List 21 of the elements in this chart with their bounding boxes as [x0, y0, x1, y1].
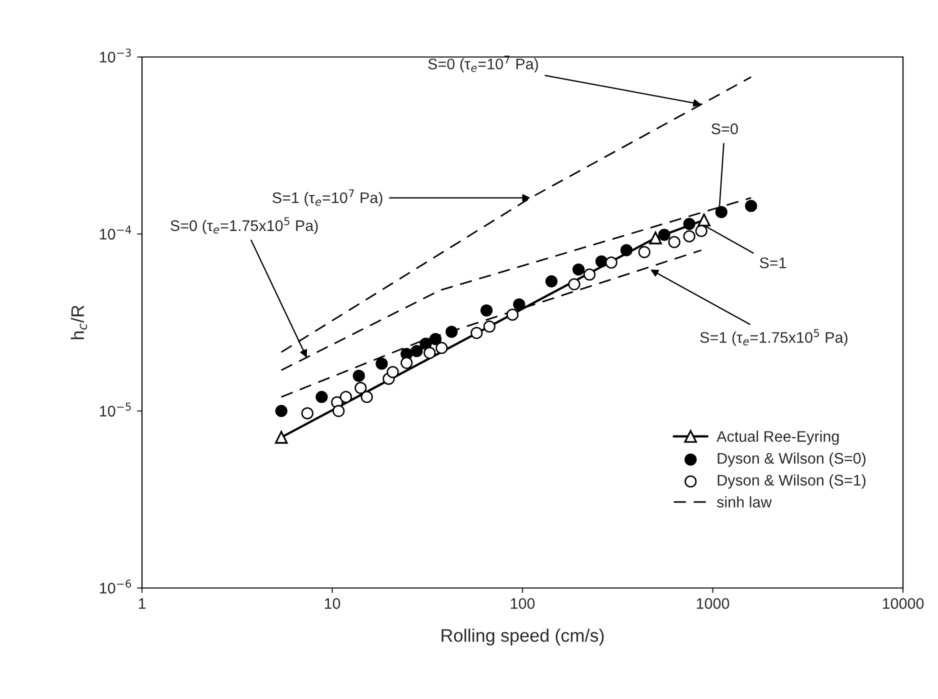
annotation: S=1: [760, 257, 786, 268]
x-tick-label: 10: [324, 598, 340, 609]
annotation: S=0 (τ$_{e}$=10$^{7}$ Pa): [428, 56, 538, 72]
x-tick-label: 100: [510, 598, 535, 609]
legend-label: Dyson & Wilson (S=0): [718, 452, 866, 467]
x-tick-label: 1000: [696, 598, 730, 609]
annotation: S=0: [712, 123, 738, 134]
legend-label: sinh law: [716, 496, 772, 508]
y-tick-label: 10$^{−4}$: [100, 226, 132, 240]
x-tick-label: 1: [138, 598, 146, 609]
y-tick-label: 10$^{−6}$: [100, 580, 132, 594]
x-axis-title: Rolling speed (cm/s): [442, 628, 604, 646]
y-tick-label: 10$^{−3}$: [100, 48, 131, 63]
annotation: S=1 (τ$_{e}$=10$^{7}$ Pa): [272, 189, 382, 206]
x-tick-label: 10000: [882, 598, 924, 609]
annotation: S=0 (τ$_{e}$=1.75x10$^{5}$ Pa): [170, 217, 318, 234]
y-axis-title: h$_{c}$/R: [70, 306, 88, 340]
annotation: S=1 (τ$_{e}$=1.75x10$^{5}$ Pa): [700, 329, 848, 346]
y-tick-label: 10$^{−5}$: [100, 402, 131, 417]
legend-label: Dyson & Wilson (S=1): [718, 474, 866, 489]
legend-label: Actual Ree-Eyring: [716, 430, 839, 445]
